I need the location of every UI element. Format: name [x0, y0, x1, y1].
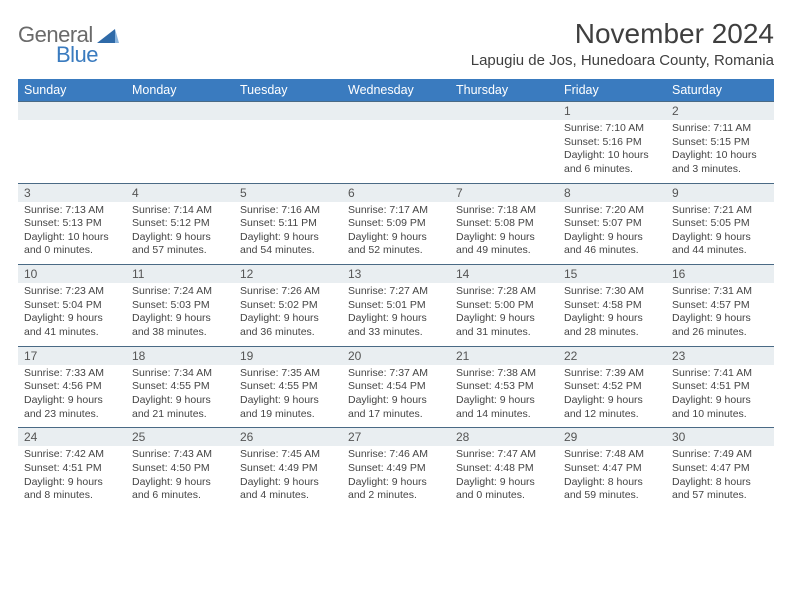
weekday-header: Sunday — [18, 79, 126, 102]
day-detail: Sunrise: 7:48 AMSunset: 4:47 PMDaylight:… — [558, 446, 666, 509]
day-detail: Sunrise: 7:18 AMSunset: 5:08 PMDaylight:… — [450, 202, 558, 265]
day-number: 14 — [450, 265, 558, 284]
day-number: 6 — [342, 183, 450, 202]
day-detail — [234, 120, 342, 183]
day-detail: Sunrise: 7:30 AMSunset: 4:58 PMDaylight:… — [558, 283, 666, 346]
day-number — [450, 102, 558, 121]
day-number: 28 — [450, 428, 558, 447]
logo-text-blue: Blue — [56, 42, 98, 68]
day-number: 13 — [342, 265, 450, 284]
day-number: 19 — [234, 346, 342, 365]
weekday-header: Wednesday — [342, 79, 450, 102]
day-number: 12 — [234, 265, 342, 284]
day-number: 11 — [126, 265, 234, 284]
day-number — [126, 102, 234, 121]
weekday-header: Saturday — [666, 79, 774, 102]
day-detail: Sunrise: 7:13 AMSunset: 5:13 PMDaylight:… — [18, 202, 126, 265]
day-detail: Sunrise: 7:17 AMSunset: 5:09 PMDaylight:… — [342, 202, 450, 265]
content-row: Sunrise: 7:33 AMSunset: 4:56 PMDaylight:… — [18, 365, 774, 428]
day-detail: Sunrise: 7:43 AMSunset: 4:50 PMDaylight:… — [126, 446, 234, 509]
title-block: November 2024 Lapugiu de Jos, Hunedoara … — [471, 18, 774, 69]
day-detail: Sunrise: 7:42 AMSunset: 4:51 PMDaylight:… — [18, 446, 126, 509]
weekday-header: Friday — [558, 79, 666, 102]
daynum-row: 17181920212223 — [18, 346, 774, 365]
weekday-header: Tuesday — [234, 79, 342, 102]
day-detail: Sunrise: 7:24 AMSunset: 5:03 PMDaylight:… — [126, 283, 234, 346]
day-number: 18 — [126, 346, 234, 365]
day-number: 15 — [558, 265, 666, 284]
calendar-table: SundayMondayTuesdayWednesdayThursdayFrid… — [18, 79, 774, 509]
day-detail: Sunrise: 7:33 AMSunset: 4:56 PMDaylight:… — [18, 365, 126, 428]
day-number: 3 — [18, 183, 126, 202]
day-detail: Sunrise: 7:38 AMSunset: 4:53 PMDaylight:… — [450, 365, 558, 428]
day-number: 4 — [126, 183, 234, 202]
day-detail: Sunrise: 7:41 AMSunset: 4:51 PMDaylight:… — [666, 365, 774, 428]
day-number: 20 — [342, 346, 450, 365]
day-number: 16 — [666, 265, 774, 284]
day-number: 5 — [234, 183, 342, 202]
day-detail: Sunrise: 7:20 AMSunset: 5:07 PMDaylight:… — [558, 202, 666, 265]
day-number — [342, 102, 450, 121]
day-number: 30 — [666, 428, 774, 447]
day-number: 25 — [126, 428, 234, 447]
day-detail: Sunrise: 7:39 AMSunset: 4:52 PMDaylight:… — [558, 365, 666, 428]
day-number: 8 — [558, 183, 666, 202]
header: General Blue November 2024 Lapugiu de Jo… — [18, 18, 774, 69]
day-detail: Sunrise: 7:16 AMSunset: 5:11 PMDaylight:… — [234, 202, 342, 265]
day-detail — [342, 120, 450, 183]
daynum-row: 24252627282930 — [18, 428, 774, 447]
day-detail — [126, 120, 234, 183]
day-number: 10 — [18, 265, 126, 284]
logo-triangle-icon — [97, 27, 119, 43]
weekday-header: Thursday — [450, 79, 558, 102]
day-detail: Sunrise: 7:10 AMSunset: 5:16 PMDaylight:… — [558, 120, 666, 183]
day-number — [234, 102, 342, 121]
day-number — [18, 102, 126, 121]
content-row: Sunrise: 7:10 AMSunset: 5:16 PMDaylight:… — [18, 120, 774, 183]
weekday-header-row: SundayMondayTuesdayWednesdayThursdayFrid… — [18, 79, 774, 102]
day-detail: Sunrise: 7:37 AMSunset: 4:54 PMDaylight:… — [342, 365, 450, 428]
day-number: 21 — [450, 346, 558, 365]
content-row: Sunrise: 7:23 AMSunset: 5:04 PMDaylight:… — [18, 283, 774, 346]
day-number: 29 — [558, 428, 666, 447]
daynum-row: 10111213141516 — [18, 265, 774, 284]
month-title: November 2024 — [471, 18, 774, 50]
location-subtitle: Lapugiu de Jos, Hunedoara County, Romani… — [471, 52, 774, 69]
day-number: 7 — [450, 183, 558, 202]
day-number: 9 — [666, 183, 774, 202]
day-detail: Sunrise: 7:27 AMSunset: 5:01 PMDaylight:… — [342, 283, 450, 346]
day-number: 17 — [18, 346, 126, 365]
day-detail: Sunrise: 7:35 AMSunset: 4:55 PMDaylight:… — [234, 365, 342, 428]
day-detail: Sunrise: 7:23 AMSunset: 5:04 PMDaylight:… — [18, 283, 126, 346]
weekday-header: Monday — [126, 79, 234, 102]
day-detail: Sunrise: 7:28 AMSunset: 5:00 PMDaylight:… — [450, 283, 558, 346]
day-number: 26 — [234, 428, 342, 447]
calendar-body: 12Sunrise: 7:10 AMSunset: 5:16 PMDayligh… — [18, 102, 774, 509]
day-detail: Sunrise: 7:26 AMSunset: 5:02 PMDaylight:… — [234, 283, 342, 346]
day-detail: Sunrise: 7:11 AMSunset: 5:15 PMDaylight:… — [666, 120, 774, 183]
day-detail: Sunrise: 7:46 AMSunset: 4:49 PMDaylight:… — [342, 446, 450, 509]
day-detail: Sunrise: 7:47 AMSunset: 4:48 PMDaylight:… — [450, 446, 558, 509]
day-number: 22 — [558, 346, 666, 365]
daynum-row: 12 — [18, 102, 774, 121]
day-detail: Sunrise: 7:14 AMSunset: 5:12 PMDaylight:… — [126, 202, 234, 265]
content-row: Sunrise: 7:13 AMSunset: 5:13 PMDaylight:… — [18, 202, 774, 265]
day-number: 23 — [666, 346, 774, 365]
day-detail: Sunrise: 7:34 AMSunset: 4:55 PMDaylight:… — [126, 365, 234, 428]
day-number: 27 — [342, 428, 450, 447]
day-detail: Sunrise: 7:21 AMSunset: 5:05 PMDaylight:… — [666, 202, 774, 265]
day-number: 2 — [666, 102, 774, 121]
daynum-row: 3456789 — [18, 183, 774, 202]
day-detail — [18, 120, 126, 183]
day-detail: Sunrise: 7:31 AMSunset: 4:57 PMDaylight:… — [666, 283, 774, 346]
day-number: 1 — [558, 102, 666, 121]
day-detail: Sunrise: 7:49 AMSunset: 4:47 PMDaylight:… — [666, 446, 774, 509]
content-row: Sunrise: 7:42 AMSunset: 4:51 PMDaylight:… — [18, 446, 774, 509]
day-detail: Sunrise: 7:45 AMSunset: 4:49 PMDaylight:… — [234, 446, 342, 509]
logo: General Blue — [18, 18, 119, 48]
day-number: 24 — [18, 428, 126, 447]
day-detail — [450, 120, 558, 183]
